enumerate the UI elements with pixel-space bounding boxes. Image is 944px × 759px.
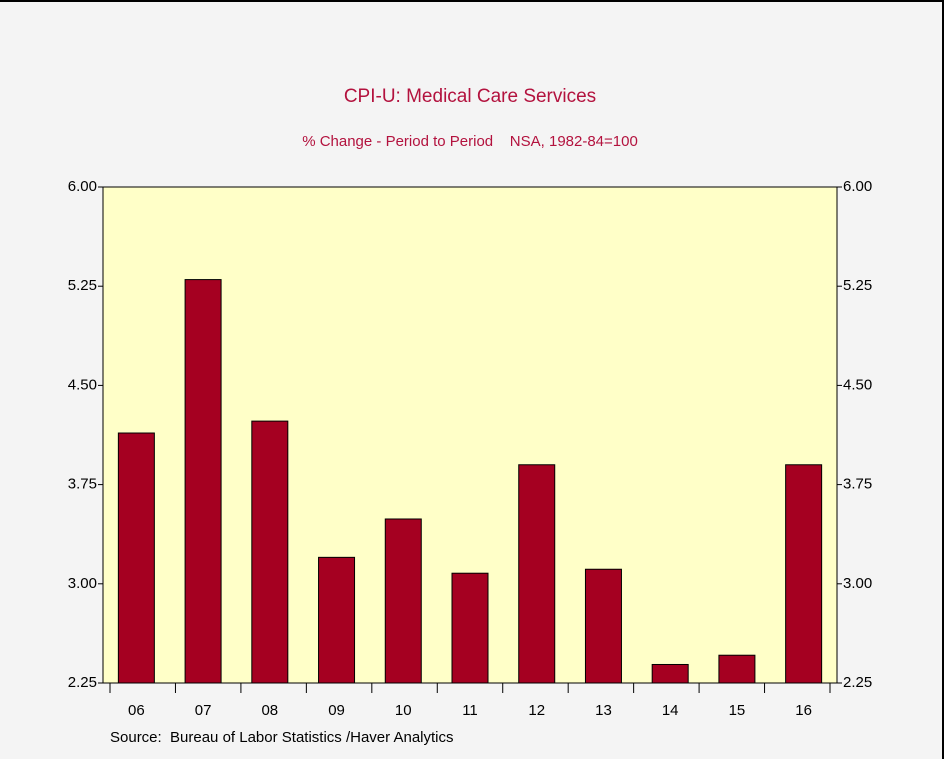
- x-tick-label: 08: [261, 702, 278, 719]
- x-tick-label: 09: [328, 702, 345, 719]
- x-tick-label: 16: [795, 702, 812, 719]
- y-tick-label: 3.75: [68, 476, 97, 493]
- x-tick-label: 14: [662, 702, 679, 719]
- y2-tick-label: 2.25: [843, 674, 872, 691]
- y-tick-label: 5.25: [68, 277, 97, 294]
- bar: [184, 279, 222, 684]
- y-tick-label: 6.00: [68, 178, 97, 195]
- bar: [384, 518, 422, 684]
- bar: [518, 464, 556, 684]
- bar: [718, 654, 756, 684]
- chart-title: CPI-U: Medical Care Services: [344, 86, 596, 107]
- bar: [651, 663, 689, 684]
- y-tick-label: 2.25: [68, 674, 97, 691]
- bar: [785, 464, 823, 684]
- bar: [117, 432, 155, 684]
- x-tick-label: 12: [528, 702, 545, 719]
- source: Source: Bureau of Labor Statistics /Have…: [110, 729, 454, 746]
- bar: [318, 556, 356, 684]
- bar: [451, 572, 489, 684]
- bar: [584, 568, 622, 684]
- x-tick-label: 07: [195, 702, 212, 719]
- bar: [251, 420, 289, 684]
- x-tick-label: 10: [395, 702, 412, 719]
- x-tick-label: 06: [128, 702, 145, 719]
- x-tick-label: 13: [595, 702, 612, 719]
- x-tick-label: 15: [729, 702, 746, 719]
- y2-tick-label: 3.75: [843, 476, 872, 493]
- y2-tick-label: 6.00: [843, 178, 872, 195]
- y-tick-label: 4.50: [68, 376, 97, 393]
- x-tick-label: 11: [462, 702, 478, 719]
- y2-tick-label: 5.25: [843, 277, 872, 294]
- y2-tick-label: 3.00: [843, 575, 872, 592]
- chart-subtitle: % Change - Period to Period NSA, 1982-84…: [302, 133, 638, 150]
- y2-tick-label: 4.50: [843, 376, 872, 393]
- y-tick-label: 3.00: [68, 575, 97, 592]
